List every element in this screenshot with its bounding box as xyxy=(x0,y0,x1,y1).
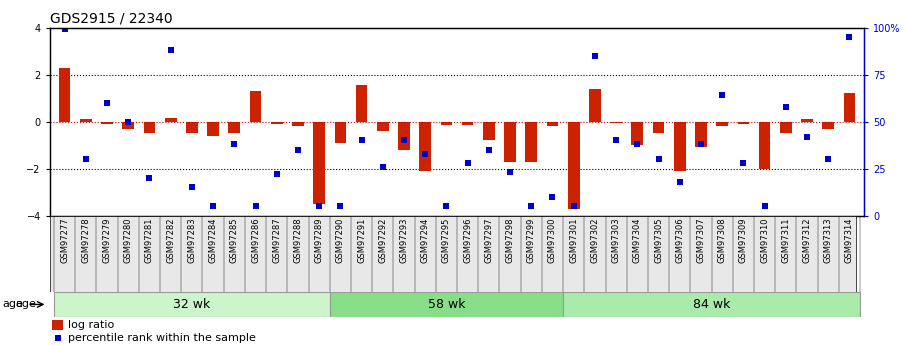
Text: GSM97286: GSM97286 xyxy=(251,217,260,263)
Text: GSM97279: GSM97279 xyxy=(102,217,111,263)
Text: GSM97304: GSM97304 xyxy=(633,217,642,263)
Bar xyxy=(228,121,240,134)
Text: GDS2915 / 22340: GDS2915 / 22340 xyxy=(50,11,172,25)
Bar xyxy=(101,121,113,124)
Bar xyxy=(329,292,563,317)
Bar xyxy=(738,121,749,124)
Bar xyxy=(356,85,367,121)
Text: age: age xyxy=(15,299,36,309)
Bar xyxy=(335,121,347,143)
Text: percentile rank within the sample: percentile rank within the sample xyxy=(68,333,256,343)
Bar xyxy=(843,93,855,121)
Text: GSM97302: GSM97302 xyxy=(590,217,599,263)
Text: GSM97291: GSM97291 xyxy=(357,217,367,263)
Bar xyxy=(780,121,792,134)
Bar xyxy=(462,121,473,125)
Text: GSM97300: GSM97300 xyxy=(548,217,557,263)
Bar xyxy=(250,91,262,121)
Bar xyxy=(589,89,601,121)
Bar xyxy=(271,121,282,124)
Text: GSM97311: GSM97311 xyxy=(781,217,790,263)
Bar xyxy=(695,121,707,147)
Bar xyxy=(144,121,156,134)
Bar xyxy=(54,292,329,317)
Text: GSM97280: GSM97280 xyxy=(124,217,133,263)
Bar xyxy=(122,121,134,129)
Bar xyxy=(186,121,197,134)
Text: GSM97284: GSM97284 xyxy=(208,217,217,263)
Text: GSM97293: GSM97293 xyxy=(399,217,408,263)
Bar xyxy=(674,121,686,171)
Text: GSM97306: GSM97306 xyxy=(675,217,684,263)
Text: 84 wk: 84 wk xyxy=(693,298,730,311)
Bar xyxy=(632,121,643,145)
Text: GSM97301: GSM97301 xyxy=(569,217,578,263)
Bar xyxy=(52,320,63,330)
Text: GSM97287: GSM97287 xyxy=(272,217,281,263)
Bar xyxy=(441,121,452,125)
Text: GSM97277: GSM97277 xyxy=(60,217,69,263)
Text: GSM97309: GSM97309 xyxy=(738,217,748,263)
Bar xyxy=(419,121,431,171)
Text: GSM97283: GSM97283 xyxy=(187,217,196,263)
Text: age: age xyxy=(3,299,24,309)
Text: GSM97298: GSM97298 xyxy=(506,217,515,263)
Bar xyxy=(207,121,219,136)
Text: GSM97289: GSM97289 xyxy=(315,217,324,263)
Bar xyxy=(547,121,558,126)
Bar xyxy=(567,121,579,209)
Text: GSM97307: GSM97307 xyxy=(697,217,706,263)
Text: GSM97290: GSM97290 xyxy=(336,217,345,263)
Text: GSM97314: GSM97314 xyxy=(845,217,854,263)
Bar xyxy=(313,121,325,204)
Bar xyxy=(801,119,813,121)
Text: GSM97305: GSM97305 xyxy=(654,217,663,263)
Text: GSM97308: GSM97308 xyxy=(718,217,727,263)
Bar xyxy=(610,121,622,123)
Text: GSM97303: GSM97303 xyxy=(612,217,621,263)
Text: GSM97312: GSM97312 xyxy=(803,217,812,263)
Bar xyxy=(653,121,664,134)
Bar xyxy=(563,292,860,317)
Bar xyxy=(526,121,537,161)
Text: GSM97278: GSM97278 xyxy=(81,217,91,263)
Bar xyxy=(292,121,304,126)
Bar xyxy=(483,121,495,140)
Text: GSM97313: GSM97313 xyxy=(824,217,833,263)
Bar xyxy=(823,121,834,129)
Text: GSM97292: GSM97292 xyxy=(378,217,387,263)
Text: GSM97297: GSM97297 xyxy=(484,217,493,263)
Bar xyxy=(80,119,91,121)
Text: GSM97294: GSM97294 xyxy=(421,217,430,263)
Text: GSM97288: GSM97288 xyxy=(293,217,302,263)
Text: GSM97295: GSM97295 xyxy=(442,217,451,263)
Text: GSM97296: GSM97296 xyxy=(463,217,472,263)
Bar xyxy=(717,121,728,126)
Bar xyxy=(504,121,516,161)
Bar xyxy=(165,118,176,121)
Bar xyxy=(398,121,410,150)
Text: GSM97310: GSM97310 xyxy=(760,217,769,263)
Bar xyxy=(377,121,388,131)
Text: log ratio: log ratio xyxy=(68,320,114,330)
Bar xyxy=(758,121,770,169)
Text: GSM97282: GSM97282 xyxy=(167,217,176,263)
Text: GSM97285: GSM97285 xyxy=(230,217,239,263)
Bar xyxy=(59,68,71,121)
Text: 32 wk: 32 wk xyxy=(173,298,211,311)
Text: GSM97299: GSM97299 xyxy=(527,217,536,263)
Text: GSM97281: GSM97281 xyxy=(145,217,154,263)
Text: 58 wk: 58 wk xyxy=(428,298,465,311)
